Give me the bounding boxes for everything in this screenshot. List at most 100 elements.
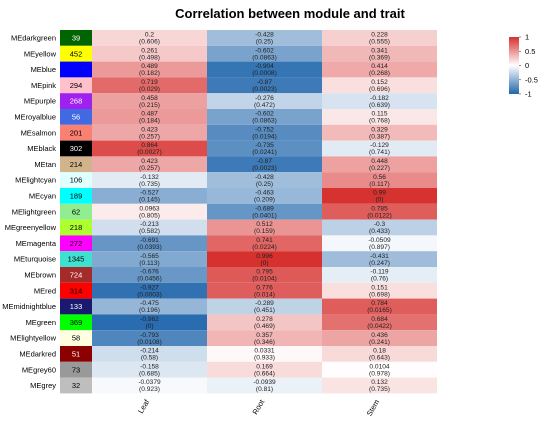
row-label-mebrown: MEbrown	[24, 271, 56, 280]
module-swatch-mecyan	[60, 188, 92, 204]
cell-correlation: 0.261	[141, 47, 158, 54]
cell-correlation: 0.795	[256, 269, 273, 276]
module-swatch-melightcyan	[60, 172, 92, 188]
row-label-medarkred: MEdarkred	[19, 350, 56, 359]
cell-pvalue: (0.472)	[254, 102, 275, 109]
cell-pvalue: (0.451)	[254, 307, 275, 314]
heatmap-cell-megrey-leaf	[92, 377, 207, 394]
row-labels: MEdarkgreen MEyellow MEblue MEpink MEpurple M…	[2, 34, 57, 391]
cell-correlation: 0.278	[256, 316, 273, 323]
module-swatch-megrey60	[60, 361, 92, 378]
cell-correlation: 0.423	[141, 158, 158, 165]
cell-pvalue: (0.0104)	[252, 276, 277, 283]
cell-correlation: 0.458	[141, 95, 158, 102]
heatmap-cell-metan-root	[207, 156, 322, 173]
row-label-meyellow: MEyellow	[24, 49, 57, 58]
chart-title: Correlation between module and trait	[175, 6, 405, 21]
module-size-medarkgreen: 39	[72, 34, 80, 43]
cell-pvalue: (0.0194)	[252, 133, 277, 140]
cell-correlation: 0.414	[371, 63, 388, 70]
cell-pvalue: (0.58)	[141, 355, 158, 362]
heatmap-cell-megrey-root	[207, 377, 322, 394]
module-swatch-medarkred	[60, 346, 92, 362]
cell-pvalue: (0)	[260, 260, 268, 267]
cell-correlation: 0.719	[141, 79, 158, 86]
cell-pvalue: (0)	[375, 197, 383, 204]
cell-correlation: -0.129	[370, 142, 389, 149]
cell-correlation: 0.785	[371, 205, 388, 212]
cell-pvalue: (0.227)	[369, 165, 390, 172]
cell-pvalue: (0.0108)	[137, 339, 162, 346]
row-label-melightcyan: MElightcyan	[15, 176, 56, 185]
heatmap-cell-mesalmon-leaf	[92, 124, 207, 141]
module-swatch-memidnightblue	[60, 298, 92, 315]
module-size-memagenta: 272	[70, 239, 83, 248]
cell-pvalue: (0.247)	[369, 260, 390, 267]
cell-pvalue: (0.387)	[369, 133, 390, 140]
cell-correlation: 0.684	[371, 316, 388, 323]
module-swatch-meturquoise	[60, 251, 92, 267]
module-size-melightyellow: 58	[72, 334, 80, 343]
row-label-melightyellow: MElightyellow	[10, 334, 56, 343]
heatmap-cell-medarkred-leaf	[92, 346, 207, 362]
cell-pvalue: (0.897)	[369, 244, 390, 251]
heatmap-cell-meroyalblue-stem	[322, 109, 437, 125]
heatmap-cell-melightcyan-leaf	[92, 172, 207, 188]
cell-pvalue: (0.369)	[369, 54, 390, 61]
cell-pvalue: (0.196)	[139, 307, 160, 314]
heatmap-cell-mebrown-leaf	[92, 267, 207, 283]
cell-correlation: -0.793	[140, 332, 159, 339]
module-size-meyellow: 452	[70, 49, 83, 58]
heatmap-cell-megreenyellow-root	[207, 219, 322, 236]
cell-pvalue: (0.209)	[254, 197, 275, 204]
heatmap-cells: 0.2(0.606)-0.428(0.25)0.228(0.555)0.261(…	[92, 30, 437, 394]
colorbar-tick-label: -1	[525, 90, 532, 99]
cell-correlation: 0.423	[141, 126, 158, 133]
colorbar: 1 0.5 0 -0.5 -1	[509, 33, 538, 99]
cell-correlation: -0.0939	[253, 379, 276, 386]
cell-correlation: 0.152	[371, 79, 388, 86]
cell-correlation: 0.0963	[139, 205, 160, 212]
row-label-megrey60: MEgrey60	[22, 365, 56, 374]
heatmap-cell-meyellow-leaf	[92, 45, 207, 62]
cell-correlation: 0.18	[373, 348, 386, 355]
cell-correlation: -0.0509	[368, 237, 391, 244]
module-size-megreen: 369	[70, 318, 83, 327]
cell-correlation: 0.0331	[254, 348, 275, 355]
row-label-meblue: MEblue	[31, 65, 56, 74]
cell-pvalue: (0.498)	[139, 54, 160, 61]
cell-correlation: 0.357	[256, 332, 273, 339]
cell-pvalue: (0.0023)	[252, 165, 277, 172]
module-size-mesalmon: 201	[70, 128, 83, 137]
cell-pvalue: (0.0422)	[367, 323, 392, 330]
module-swatch-meblack	[60, 140, 92, 157]
heatmap-cell-memagenta-leaf	[92, 235, 207, 252]
module-size-medarkred: 51	[72, 350, 80, 359]
heatmap-cell-meblack-root	[207, 140, 322, 157]
cell-pvalue: (0.0863)	[252, 54, 277, 61]
cell-pvalue: (0.978)	[369, 370, 390, 377]
column-labels: Leaf Root Stem	[136, 397, 381, 417]
cell-pvalue: (0.0122)	[367, 212, 392, 219]
cell-pvalue: (0.25)	[256, 181, 273, 188]
cell-correlation: -0.565	[140, 253, 159, 260]
row-label-medarkgreen: MEdarkgreen	[11, 34, 56, 43]
cell-pvalue: (0.923)	[139, 386, 160, 393]
module-swatch-mebrown	[60, 267, 92, 283]
cell-correlation: 0.0104	[369, 363, 390, 370]
module-swatch-meblue	[60, 61, 92, 78]
module-color-column: 39 452 1102 294 268 56 201 302 214 106 189 62 218 272…	[60, 30, 92, 394]
heatmap-cell-megreenyellow-leaf	[92, 219, 207, 236]
heatmap-cell-melightyellow-leaf	[92, 330, 207, 346]
heatmap-cell-mepink-root	[207, 77, 322, 94]
heatmap-cell-memidnightblue-leaf	[92, 298, 207, 315]
cell-correlation: -0.289	[255, 300, 274, 307]
heatmap-cell-megreenyellow-stem	[322, 219, 437, 236]
cell-correlation: -0.428	[255, 174, 274, 181]
cell-pvalue: (0.582)	[139, 228, 160, 235]
module-swatch-mepurple	[60, 93, 92, 109]
heatmap-cell-meroyalblue-leaf	[92, 109, 207, 125]
heatmap-cell-megrey60-stem	[322, 361, 437, 378]
cell-correlation: 0.448	[371, 158, 388, 165]
module-size-mepurple: 268	[70, 97, 83, 106]
